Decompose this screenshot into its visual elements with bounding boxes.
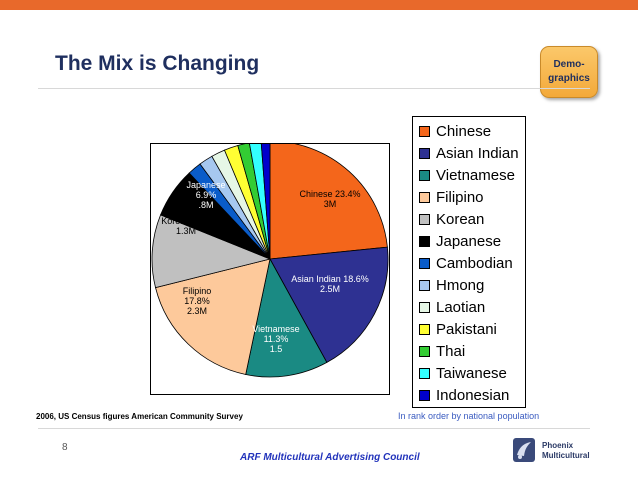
legend-swatch	[419, 279, 430, 291]
legend-swatch	[419, 213, 430, 225]
legend-item-filipino: Filipino	[419, 187, 484, 207]
legend-swatch	[419, 169, 430, 181]
pie-slice-vietnamese	[245, 257, 328, 378]
legend-swatch	[419, 147, 430, 159]
slice-label-japanese: Japanese 6.9% .8M	[186, 180, 225, 210]
legend-item-taiwanese: Taiwanese	[419, 363, 507, 383]
legend-swatch	[419, 125, 430, 137]
legend-label: Thai	[436, 342, 466, 360]
legend-item-korean: Korean	[419, 209, 484, 229]
logo-text: Phoenix Multicultural	[542, 441, 590, 461]
legend-item-hmong: Hmong	[419, 275, 484, 295]
page-number: 8	[62, 442, 68, 453]
pie-slice-korean	[151, 214, 272, 289]
legend-swatch	[419, 323, 430, 335]
source-note: 2006, US Census figures American Communi…	[36, 412, 243, 421]
legend-item-asian-indian: Asian Indian	[419, 143, 519, 163]
legend-item-indonesian: Indonesian	[419, 385, 509, 405]
logo-line-2: Multicultural	[542, 451, 590, 460]
legend-swatch	[419, 345, 430, 357]
legend-label: Taiwanese	[436, 364, 507, 382]
logo-line-1: Phoenix	[542, 441, 574, 450]
footer-divider	[38, 428, 590, 429]
pie-slice-filipino	[155, 258, 271, 375]
slice-label-vietnamese: Vietnamese 11.3% 1.5	[252, 324, 299, 354]
title-divider	[38, 88, 590, 89]
legend-label: Korean	[436, 210, 485, 228]
slide-title: The Mix is Changing	[55, 52, 260, 75]
legend-label: Indonesian	[436, 386, 510, 404]
plot-area: Chinese 23.4% 3M Asian Indian 18.6% 2.5M Vie…	[150, 140, 390, 395]
slice-label-korean: Korean 10% 1.3M	[161, 216, 211, 236]
footer-organization: ARF Multicultural Advertising Council	[240, 452, 420, 463]
accent-bar	[0, 0, 638, 10]
pie-chart: Chinese 23.4% 3M Asian Indian 18.6% 2.5M Vie…	[151, 140, 389, 378]
legend-item-chinese: Chinese	[419, 121, 491, 141]
legend-label: Vietnamese	[436, 166, 515, 184]
legend-item-cambodian: Cambodian	[419, 253, 513, 273]
legend-swatch	[419, 191, 430, 203]
slice-label-chinese: Chinese 23.4% 3M	[299, 189, 360, 209]
legend-label: Cambodian	[436, 254, 513, 272]
legend-item-thai: Thai	[419, 341, 465, 361]
legend-item-japanese: Japanese	[419, 231, 501, 251]
legend-label: Filipino	[436, 188, 484, 206]
rank-note: In rank order by national population	[398, 411, 540, 421]
legend-label: Asian Indian	[436, 144, 519, 162]
demographics-badge[interactable]: Demo- graphics	[540, 46, 598, 98]
legend-swatch	[419, 257, 430, 269]
legend-label: Laotian	[436, 298, 486, 316]
legend-item-laotian: Laotian	[419, 297, 485, 317]
slice-label-filipino: Filipino 17.8% 2.3M	[183, 286, 212, 316]
phoenix-logo-icon	[513, 438, 535, 462]
legend-item-pakistani: Pakistani	[419, 319, 497, 339]
legend-swatch	[419, 389, 430, 401]
legend-label: Hmong	[436, 276, 485, 294]
chart-legend: Chinese Asian Indian Vietnamese Filipino Kor…	[412, 116, 526, 408]
legend-label: Pakistani	[436, 320, 497, 338]
legend-swatch	[419, 235, 430, 247]
legend-label: Japanese	[436, 232, 502, 250]
legend-swatch	[419, 367, 430, 379]
badge-label: Demo- graphics	[548, 59, 590, 84]
legend-swatch	[419, 301, 430, 313]
legend-label: Chinese	[436, 122, 492, 140]
slice-label-asian-indian: Asian Indian 18.6% 2.5M	[291, 274, 369, 294]
pie-slice-asian-indian	[269, 246, 389, 363]
legend-item-vietnamese: Vietnamese	[419, 165, 515, 185]
